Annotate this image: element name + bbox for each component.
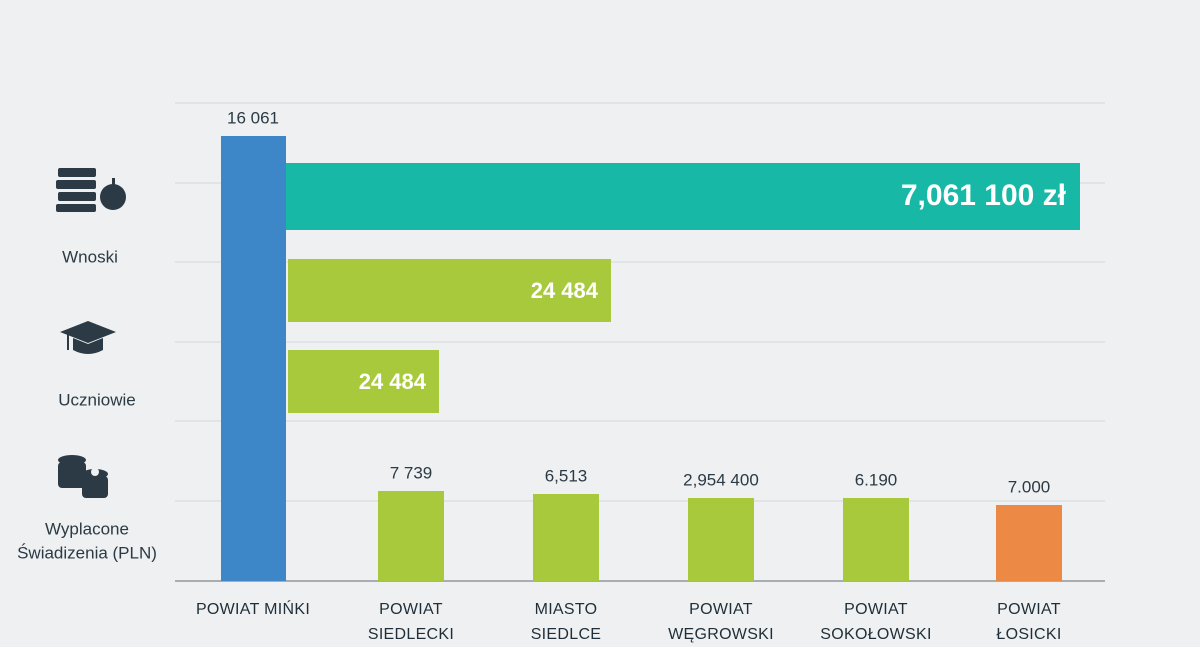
- coins-icon: [58, 455, 108, 498]
- horizontal-bar: [286, 163, 1080, 230]
- value-label: 6,513: [545, 466, 588, 485]
- column-bar: [221, 136, 286, 581]
- side-label: Uczniowie: [58, 390, 135, 409]
- side-label: Wnoski: [62, 247, 118, 266]
- category-label: SIEDLECKI: [368, 626, 454, 643]
- value-label: 16 061: [227, 108, 279, 127]
- category-label: SIEDLCE: [531, 626, 602, 643]
- bar-label: 24 484: [531, 278, 599, 303]
- category-label: POWIAT: [379, 601, 443, 618]
- bar-label: 24 484: [359, 369, 427, 394]
- category-label: POWIAT: [689, 601, 753, 618]
- column-bar: [378, 491, 444, 581]
- category-label: POWIAT: [997, 601, 1061, 618]
- side-label: Świadizenia (PLN): [17, 543, 157, 562]
- category-label: POWIAT MIŃKI: [196, 599, 310, 618]
- graduation-cap-icon: [60, 321, 116, 354]
- column-bar: [996, 505, 1062, 581]
- bar-label: 7,061 100 zł: [901, 179, 1067, 212]
- category-label: WĘGROWSKI: [668, 626, 774, 643]
- columns: 16 061 POWIAT MIŃKI 7 739 POWIAT SIEDLECKI 6,…: [196, 108, 1061, 643]
- side-labels: Wnoski Uczniowie Wyplacone Świadizenia (PLN…: [17, 247, 157, 562]
- column-bar: [843, 498, 909, 581]
- column-bar: [533, 494, 599, 581]
- value-label: 6.190: [855, 470, 898, 489]
- column-bar: [688, 498, 754, 581]
- value-label: 7.000: [1008, 477, 1051, 496]
- value-label: 2,954 400: [683, 470, 759, 489]
- horizontal-bar: [288, 259, 611, 322]
- category-label: SOKOŁOWSKI: [820, 626, 931, 643]
- category-label: POWIAT: [844, 601, 908, 618]
- category-label: ŁOSICKI: [996, 626, 1061, 643]
- horizontal-bar: [288, 350, 439, 413]
- value-label: 7 739: [390, 463, 433, 482]
- side-label: Wyplacone: [45, 519, 129, 538]
- books-icon: [56, 168, 126, 212]
- category-label: MIASTO: [535, 601, 598, 618]
